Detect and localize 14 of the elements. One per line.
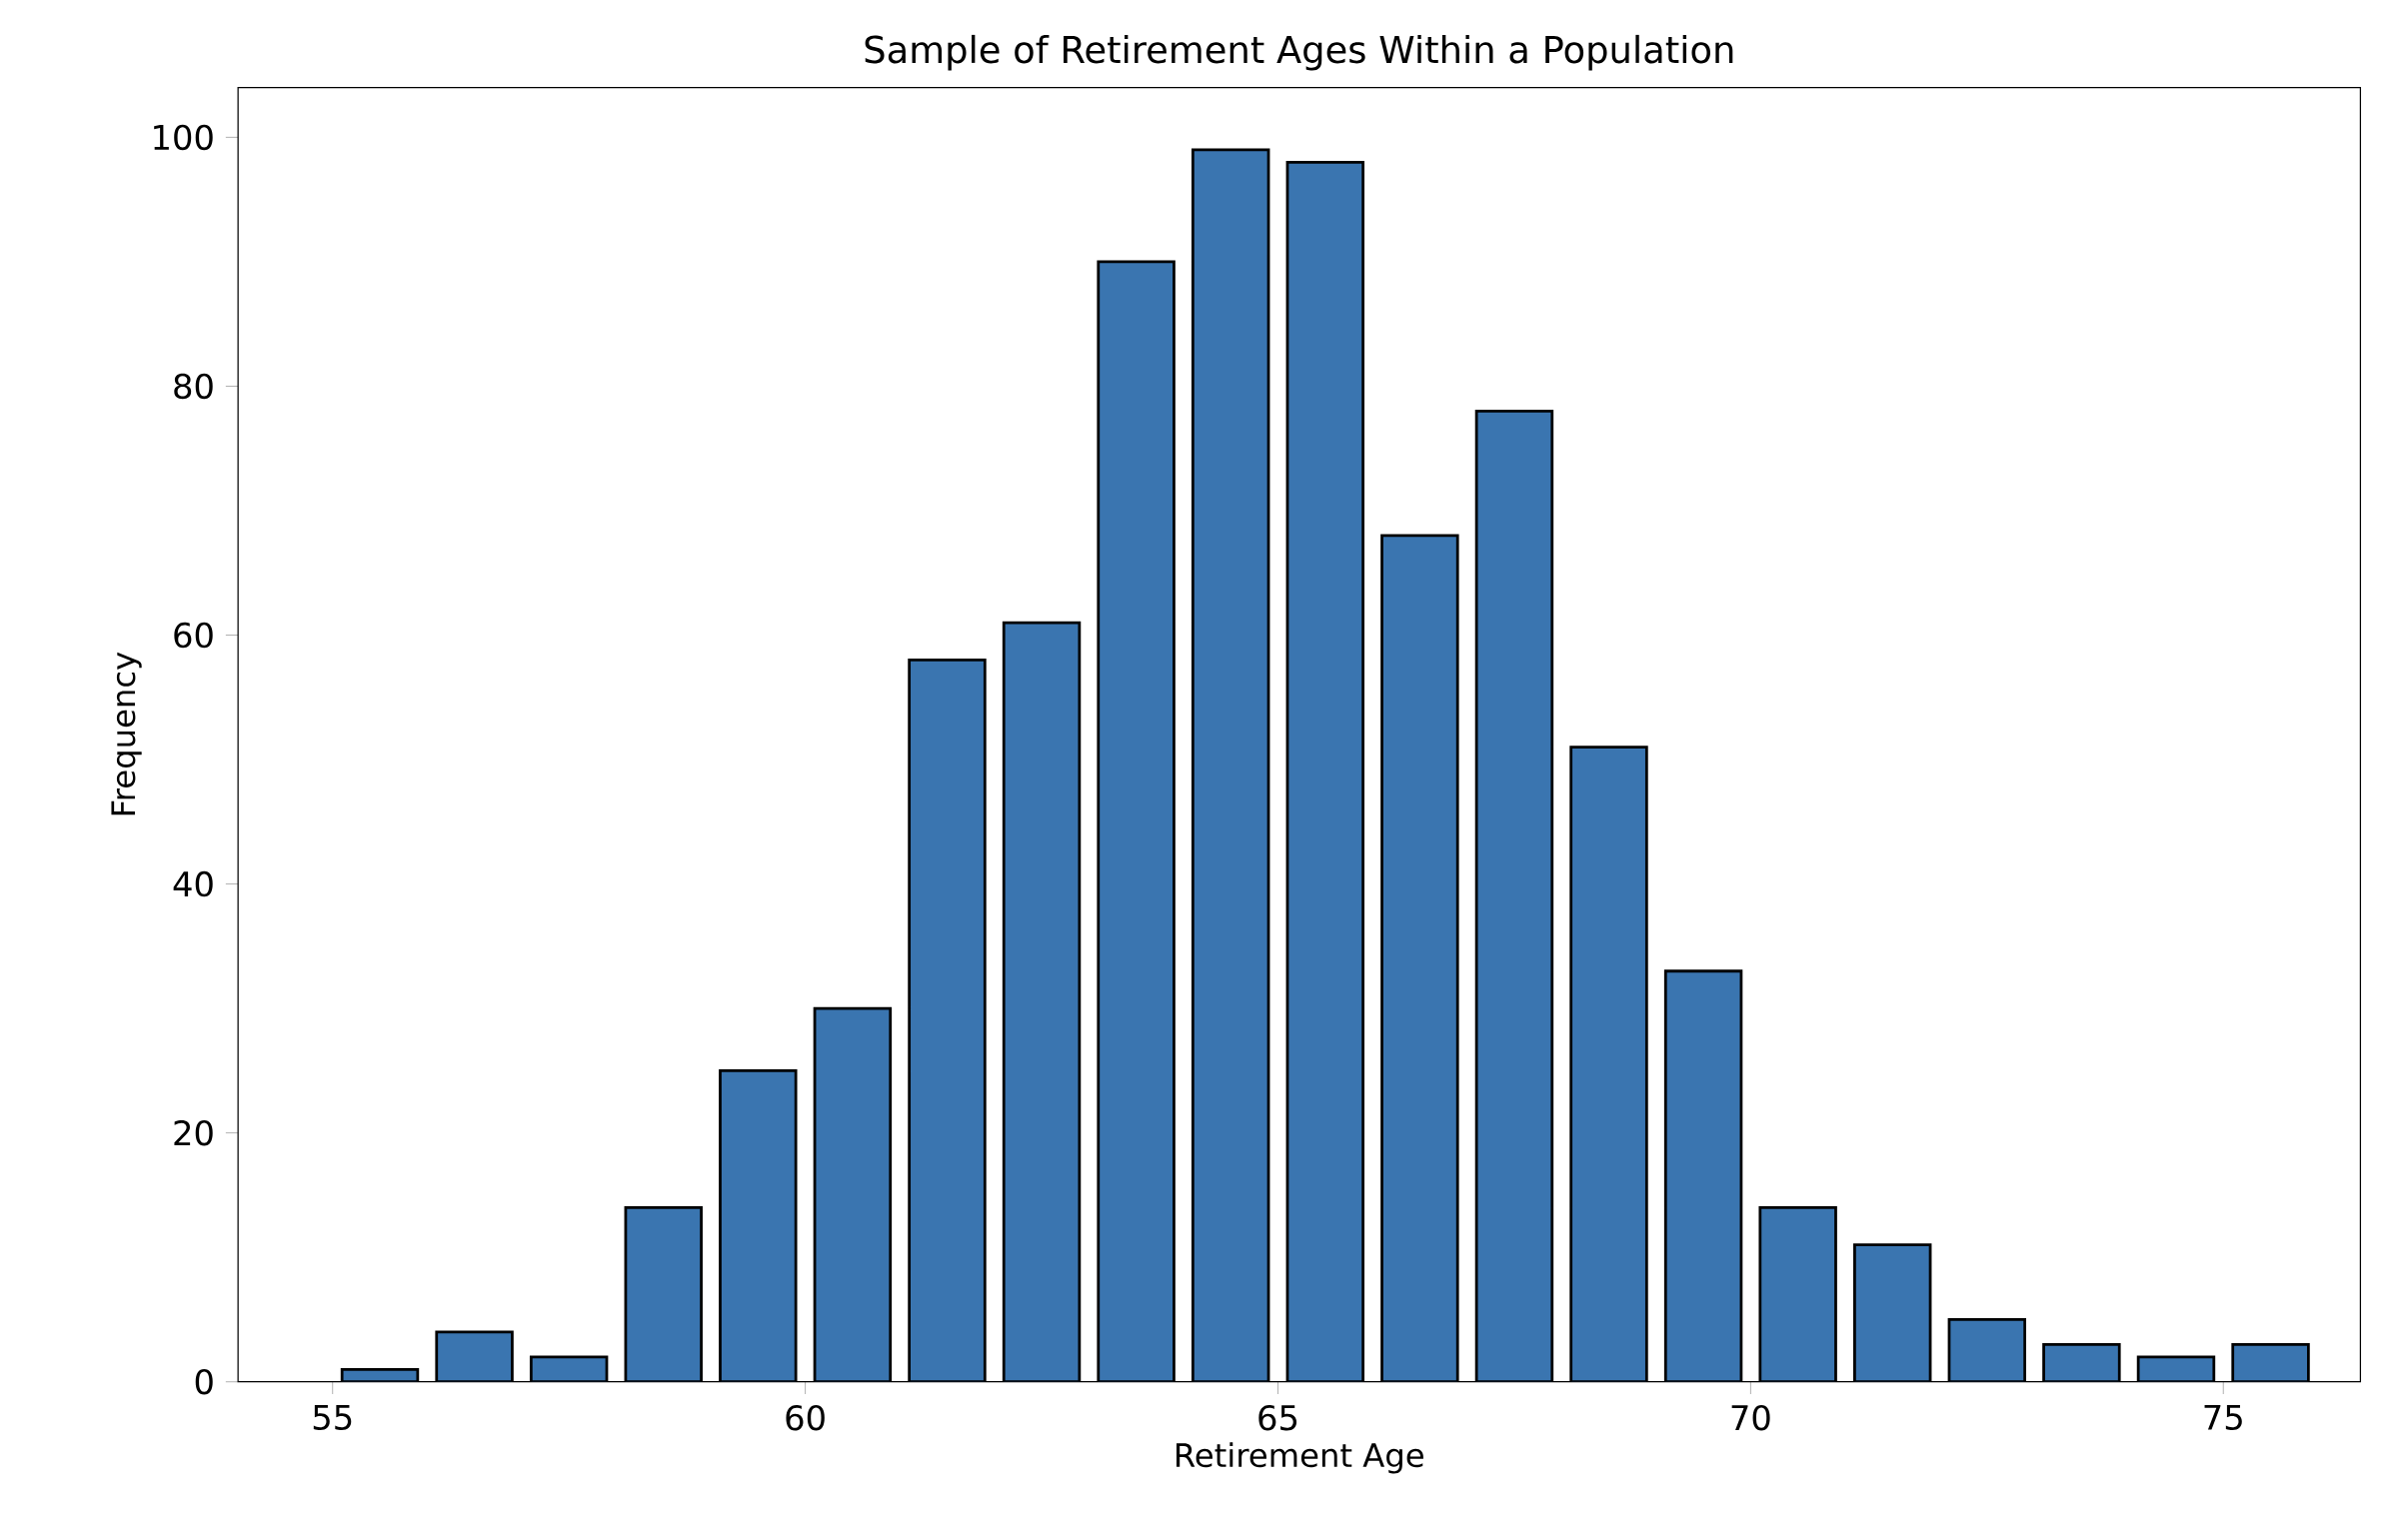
- y-tick-label: 0: [195, 1368, 213, 1395]
- y-tick-label: 80: [174, 373, 213, 400]
- y-tick-label: 60: [174, 622, 213, 649]
- y-axis-title: Frequency: [111, 652, 142, 815]
- x-tick-label: 55: [313, 1404, 352, 1430]
- y-tick-label: 40: [173, 870, 213, 897]
- x-axis-title: Retirement Age: [1177, 1442, 1423, 1474]
- y-tick-label: 20: [174, 1119, 213, 1146]
- x-tick-label: 70: [1731, 1404, 1770, 1431]
- y-tick-label: 100: [154, 124, 213, 151]
- x-tick-label: 65: [1258, 1404, 1297, 1431]
- chart-title: Sample of Retirement Ages Within a Population: [865, 34, 1733, 71]
- x-tick-label: 75: [2204, 1404, 2242, 1430]
- x-tick-label: 60: [786, 1404, 825, 1431]
